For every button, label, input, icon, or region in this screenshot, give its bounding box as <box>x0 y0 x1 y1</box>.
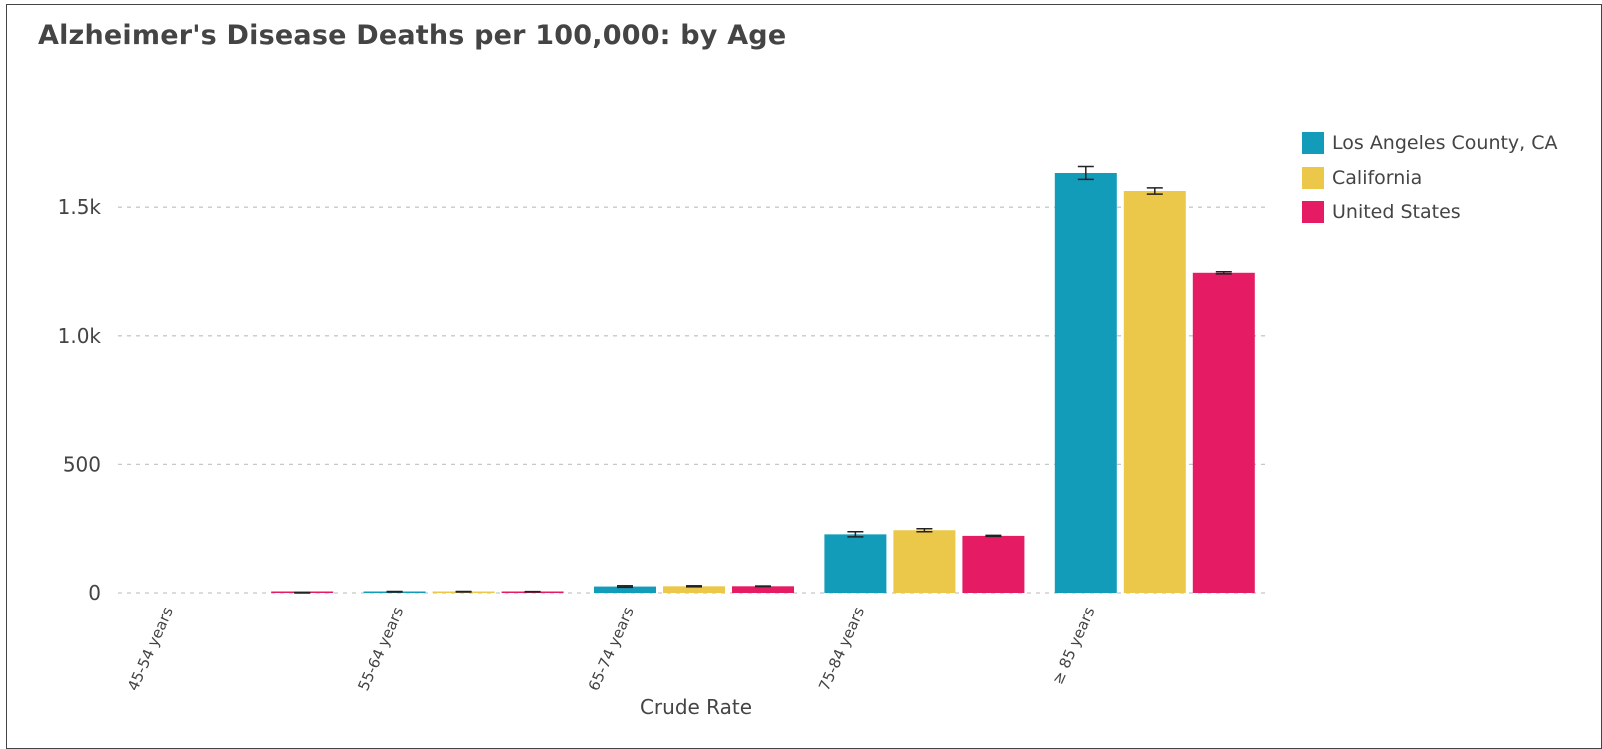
legend: Los Angeles County, CA California United S… <box>1302 126 1558 230</box>
bar <box>1123 190 1186 593</box>
legend-item[interactable]: California <box>1302 161 1558 196</box>
x-tick-label: 45-54 years <box>124 604 177 693</box>
y-tick-label: 1.0k <box>58 324 102 348</box>
error-bar <box>1215 271 1232 275</box>
x-tick-label: 65-74 years <box>585 604 638 693</box>
error-bar <box>455 590 472 593</box>
legend-label: California <box>1332 166 1423 189</box>
error-bar <box>294 591 311 594</box>
bar <box>594 586 656 593</box>
error-bar <box>916 527 933 533</box>
legend-label: United States <box>1332 201 1461 224</box>
chart-panel <box>6 4 1602 749</box>
chart-title: Alzheimer's Disease Deaths per 100,000: … <box>38 20 787 51</box>
error-bar <box>1077 165 1094 181</box>
legend-swatch <box>1302 166 1324 189</box>
x-tick-label: ≥ 85 years <box>1048 604 1098 687</box>
x-tick-label: 55-64 years <box>354 604 407 693</box>
error-bar <box>985 534 1002 538</box>
error-bars <box>294 165 1232 594</box>
legend-item[interactable]: United States <box>1302 195 1558 230</box>
bar <box>893 530 956 593</box>
error-bar <box>847 531 864 538</box>
x-axis-title: Crude Rate <box>640 695 752 719</box>
error-bar <box>386 590 403 593</box>
bar <box>1054 172 1117 593</box>
legend-swatch <box>1302 132 1324 155</box>
y-tick-labels: 0 500 1.0k 1.5k <box>58 195 102 605</box>
bar-series <box>271 172 1255 593</box>
bar <box>962 535 1025 593</box>
error-bar <box>755 585 771 588</box>
legend-swatch <box>1302 201 1324 224</box>
bar <box>824 534 887 593</box>
legend-item[interactable]: Los Angeles County, CA <box>1302 126 1558 161</box>
y-tick-label: 500 <box>63 452 101 476</box>
y-tick-label: 0 <box>88 581 101 605</box>
bar <box>1192 272 1255 593</box>
legend-label: Los Angeles County, CA <box>1332 132 1558 155</box>
bar <box>732 586 794 593</box>
x-tick-labels: 45-54 years 55-64 years 65-74 years 75-84 y… <box>124 604 1099 693</box>
error-bar <box>686 585 702 588</box>
error-bar <box>617 585 633 589</box>
bar <box>663 586 725 593</box>
y-tick-label: 1.5k <box>58 195 102 219</box>
error-bar <box>1146 187 1163 195</box>
x-tick-label: 75-84 years <box>815 604 868 693</box>
